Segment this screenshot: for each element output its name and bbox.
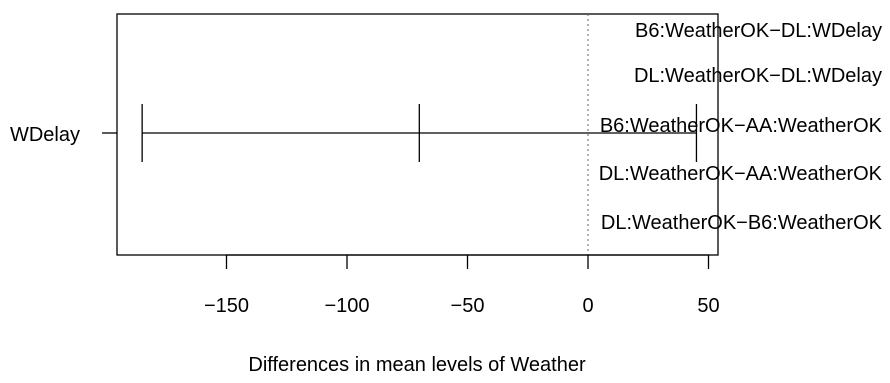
left-label-fragment: WDelay [10, 124, 80, 146]
x-tick-label: −150 [204, 295, 249, 317]
row-label: B6:WeatherOK−AA:WeatherOK [600, 115, 883, 137]
x-tick-label: −50 [451, 295, 485, 317]
x-axis: −150 −100 −50 0 50 [204, 254, 720, 317]
x-tick-label: −100 [324, 295, 369, 317]
row-label: B6:WeatherOK−DL:WDelay [635, 20, 882, 42]
row-labels: B6:WeatherOK−DL:WDelay DL:WeatherOK−DL:WD… [599, 20, 883, 234]
confidence-intervals [141, 104, 698, 162]
x-tick-label: 0 [582, 295, 593, 317]
x-axis-label: Differences in mean levels of Weather [248, 354, 586, 376]
row-label: DL:WeatherOK−DL:WDelay [634, 65, 882, 87]
row-label: DL:WeatherOK−B6:WeatherOK [601, 212, 883, 234]
x-tick-label: 50 [697, 295, 719, 317]
row-label: DL:WeatherOK−AA:WeatherOK [599, 163, 883, 185]
